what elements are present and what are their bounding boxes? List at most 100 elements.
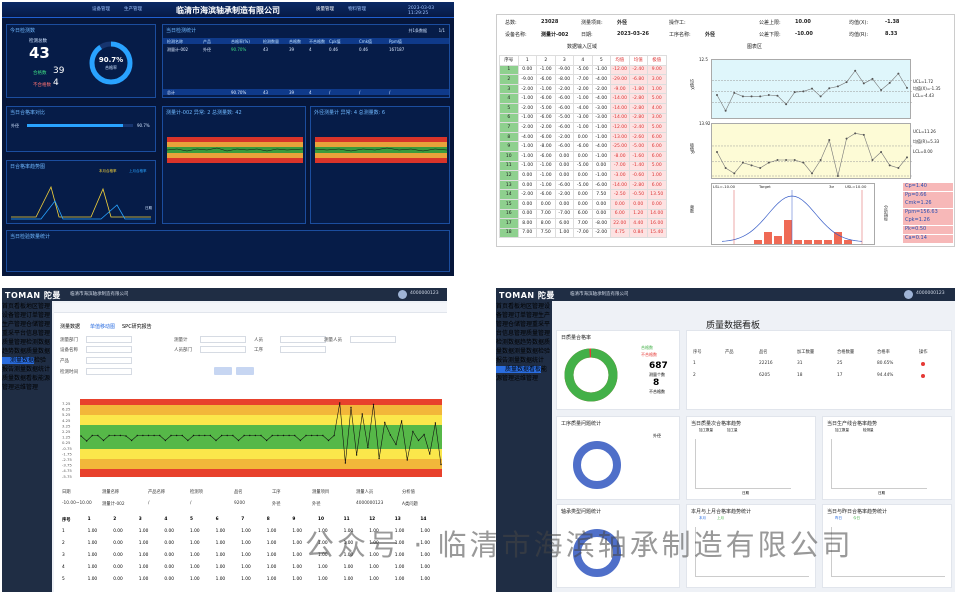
table-cell[interactable]: 0.00 <box>573 131 593 143</box>
sidebar-item[interactable]: 生产管理 <box>2 321 27 328</box>
table-cell[interactable]: -5.00 <box>554 112 574 124</box>
table-cell[interactable]: 2 <box>499 74 519 85</box>
table-cell[interactable]: 13 <box>499 179 519 191</box>
table-cell[interactable]: 1 <box>499 64 519 76</box>
sidebar-item[interactable]: 质量数据 <box>496 339 551 355</box>
table-cell[interactable]: -1.80 <box>628 83 648 95</box>
table-cell[interactable]: -2.80 <box>628 93 648 104</box>
table-cell[interactable]: 0.00 <box>536 198 556 210</box>
table-cell[interactable]: -1.00 <box>591 64 611 76</box>
sidebar-item[interactable]: 能源管理 <box>496 366 548 382</box>
table-cell[interactable]: -8.00 <box>536 141 556 152</box>
table-cell[interactable]: -2.00 <box>517 102 537 114</box>
table-cell[interactable]: -1.00 <box>517 93 537 104</box>
table-cell[interactable]: 0.00 <box>517 170 537 181</box>
table-cell[interactable]: -1.00 <box>573 93 593 104</box>
status-dot[interactable] <box>921 362 925 366</box>
table-cell[interactable]: -6.80 <box>628 74 648 85</box>
table-cell[interactable]: 15.40 <box>647 227 667 239</box>
table-cell[interactable]: 7.50 <box>536 227 556 239</box>
filter-input[interactable] <box>86 346 132 353</box>
table-cell[interactable]: -6.00 <box>554 93 574 104</box>
table-cell[interactable]: 1.00 <box>647 83 667 95</box>
table-cell[interactable]: -4.00 <box>591 141 611 152</box>
avatar[interactable] <box>398 290 407 299</box>
table-cell[interactable]: 3.00 <box>647 74 667 85</box>
table-cell[interactable]: 0.00 <box>591 208 611 220</box>
table-cell[interactable]: 1.00 <box>554 227 574 239</box>
table-cell[interactable]: 14 <box>499 189 519 200</box>
table-cell[interactable]: 8.00 <box>517 218 537 229</box>
filter-input[interactable] <box>86 336 132 343</box>
table-cell[interactable]: -1.00 <box>591 170 611 181</box>
sidebar-item[interactable]: 订单管理 <box>514 312 539 319</box>
table-cell[interactable]: -5.00 <box>573 179 593 191</box>
table-cell[interactable]: -8.00 <box>591 218 611 229</box>
table-cell[interactable]: 10 <box>499 150 519 162</box>
sidebar-item[interactable]: 测量数据统计 <box>14 366 51 373</box>
table-cell[interactable]: 0.00 <box>573 170 593 181</box>
sidebar-item[interactable]: 订单管理 <box>26 312 51 319</box>
sidebar-item[interactable]: 质量数据 <box>26 348 51 355</box>
table-cell[interactable]: -1.00 <box>591 131 611 143</box>
table-cell[interactable]: 7.00 <box>517 227 537 239</box>
table-cell[interactable]: -29.00 <box>610 74 630 85</box>
table-cell[interactable]: -6.00 <box>554 122 574 133</box>
sidebar-item[interactable]: 质量数据看板 <box>496 366 542 373</box>
sidebar-item[interactable]: 测量数据统计 <box>508 357 545 364</box>
user-id[interactable]: 4000000123 <box>410 291 439 296</box>
table-cell[interactable]: -1.00 <box>517 160 537 172</box>
table-cell[interactable]: -6.00 <box>536 112 556 124</box>
table-cell[interactable]: 0.00 <box>628 198 648 210</box>
table-cell[interactable]: 1.20 <box>628 208 648 220</box>
sidebar-item[interactable]: 能源管理 <box>2 375 51 391</box>
table-cell[interactable]: 9 <box>499 141 519 152</box>
table-cell[interactable]: 0.00 <box>517 208 537 220</box>
table-cell[interactable]: -3.00 <box>573 112 593 124</box>
tab-moving-chart[interactable]: 单值移动图 <box>90 324 116 330</box>
sidebar-item[interactable]: 看板 <box>508 303 521 310</box>
table-cell[interactable]: 7 <box>499 122 519 133</box>
table-cell[interactable]: 8 <box>499 131 519 143</box>
table-cell[interactable]: -4.00 <box>591 74 611 85</box>
sidebar-item[interactable]: 生产管理 <box>496 312 551 328</box>
table-cell[interactable]: 16.00 <box>647 218 667 229</box>
table-cell[interactable]: 13.50 <box>647 189 667 200</box>
table-cell[interactable]: -5.00 <box>536 102 556 114</box>
table-cell[interactable]: -2.80 <box>628 179 648 191</box>
sidebar-item[interactable]: 测量数据 <box>514 348 539 355</box>
table-cell[interactable]: 11 <box>499 160 519 172</box>
avatar-2[interactable] <box>904 290 913 299</box>
sidebar-item[interactable]: 首页 <box>2 303 15 310</box>
table-cell[interactable]: -3.00 <box>610 170 630 181</box>
table-cell[interactable]: -2.00 <box>591 227 611 239</box>
table-cell[interactable]: -2.00 <box>573 83 593 95</box>
table-cell[interactable]: 9.00 <box>647 64 667 76</box>
table-cell[interactable]: 12 <box>499 170 519 181</box>
table-cell[interactable]: -5.00 <box>573 160 593 172</box>
sidebar-item[interactable]: 信息管理 <box>26 330 51 337</box>
table-cell[interactable]: -1.00 <box>573 122 593 133</box>
table-cell[interactable]: -1.00 <box>536 83 556 95</box>
table-cell[interactable]: -4.00 <box>573 102 593 114</box>
table-cell[interactable]: 0.00 <box>517 179 537 191</box>
table-cell[interactable]: -13.00 <box>610 131 630 143</box>
table-cell[interactable]: 0.00 <box>517 198 537 210</box>
filter-input[interactable] <box>86 368 132 375</box>
sidebar-item[interactable]: 检测数据 <box>26 339 51 346</box>
sidebar-item[interactable]: 地区管理 <box>520 303 545 310</box>
table-cell[interactable]: -2.00 <box>517 189 537 200</box>
table-cell[interactable]: -1.00 <box>536 160 556 172</box>
table-cell[interactable]: 0.00 <box>554 150 574 162</box>
table-cell[interactable]: 0.00 <box>573 150 593 162</box>
table-cell[interactable]: -8.00 <box>610 150 630 162</box>
table-cell[interactable]: 0.00 <box>573 189 593 200</box>
table-cell[interactable]: -7.00 <box>573 227 593 239</box>
sidebar-item[interactable]: 质量数据看板 <box>2 375 39 382</box>
table-cell[interactable]: 4.00 <box>647 102 667 114</box>
sidebar-item[interactable]: 趋势数据 <box>2 348 27 355</box>
status-dot[interactable] <box>921 374 925 378</box>
table-cell[interactable]: -6.00 <box>536 74 556 85</box>
table-cell[interactable]: 0.00 <box>517 64 537 76</box>
table-cell[interactable]: 0.00 <box>554 160 574 172</box>
